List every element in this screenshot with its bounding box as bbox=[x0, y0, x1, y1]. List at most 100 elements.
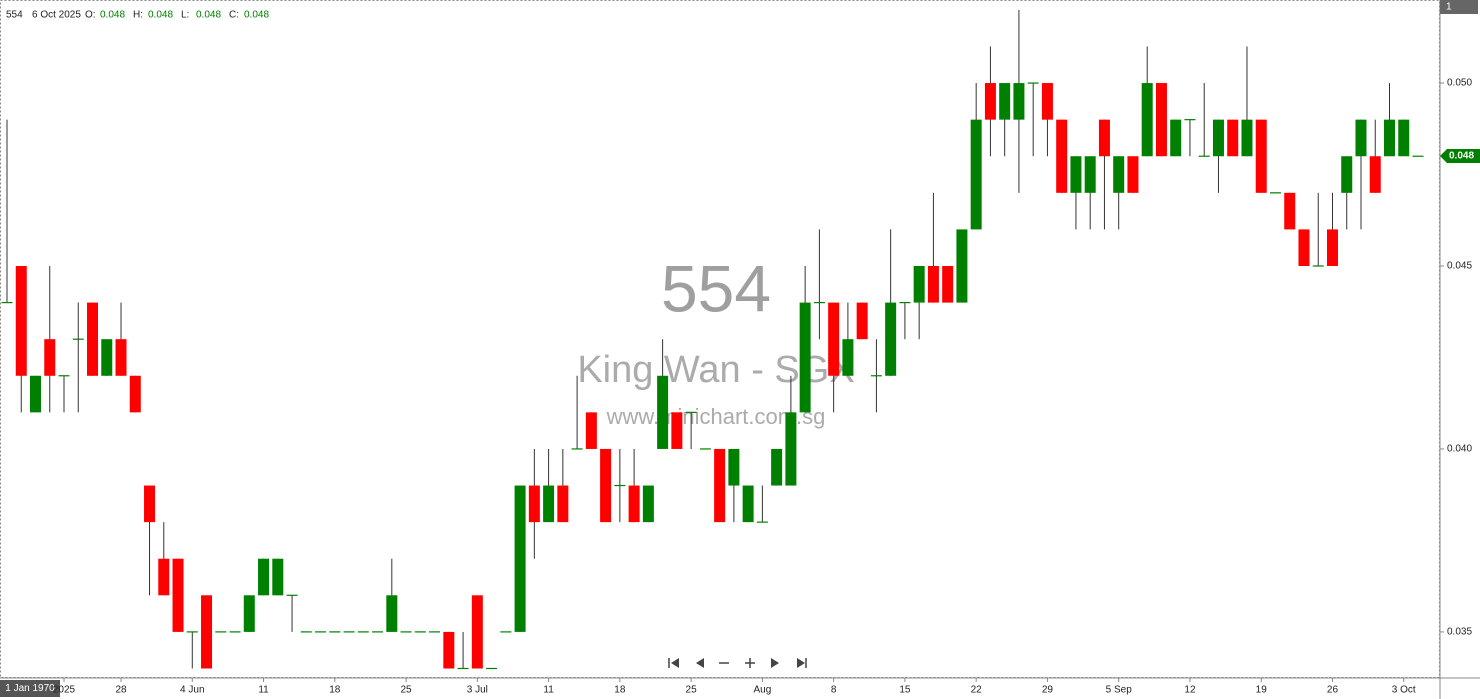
candle-body bbox=[386, 595, 398, 632]
candle-body bbox=[913, 266, 925, 303]
candle-body bbox=[514, 485, 526, 632]
candle-body bbox=[1326, 229, 1338, 267]
candle-body bbox=[1255, 119, 1267, 193]
candle-body bbox=[671, 412, 683, 449]
x-tick-label: 18 bbox=[329, 685, 341, 696]
header-date: 6 Oct 2025 bbox=[32, 10, 81, 21]
candle-body bbox=[87, 302, 99, 376]
x-tick-label: 15 bbox=[899, 685, 911, 696]
header-field-value: 0.048 bbox=[148, 10, 173, 21]
header-field-label: O: bbox=[85, 10, 96, 21]
x-tick-label: 5 Sep bbox=[1106, 685, 1133, 696]
candle-body bbox=[956, 229, 968, 303]
x-tick-label: 26 bbox=[1327, 685, 1339, 696]
candle-body bbox=[885, 302, 897, 376]
last-price-label: 0.048 bbox=[1449, 151, 1474, 162]
x-tick-label: 11 bbox=[258, 685, 269, 696]
candle-body bbox=[785, 412, 797, 486]
candle-body bbox=[129, 375, 141, 413]
y-tick-label: 0.050 bbox=[1447, 78, 1472, 89]
candle-body bbox=[1056, 119, 1068, 193]
candle-body bbox=[471, 595, 483, 669]
x-tick-label: 28 bbox=[115, 685, 127, 696]
candle-body bbox=[543, 485, 555, 523]
candle-body bbox=[528, 485, 540, 523]
candle-body bbox=[158, 558, 170, 596]
candle-body bbox=[799, 302, 811, 413]
candle-body bbox=[842, 339, 854, 376]
x-tick-label: 8 bbox=[831, 685, 837, 696]
candle-body bbox=[970, 119, 982, 230]
x-tick-label: 3 Oct bbox=[1392, 685, 1416, 696]
candle-body bbox=[1113, 156, 1125, 193]
candle-body bbox=[172, 558, 184, 632]
candle-body bbox=[1141, 83, 1153, 157]
candle-body bbox=[115, 339, 127, 376]
candle-body bbox=[1041, 83, 1053, 120]
nav-zoom-in[interactable] bbox=[745, 658, 755, 668]
candle-body bbox=[15, 266, 27, 376]
header-fields: O: 0.048 H: 0.048 L: 0.048 C: 0.048 bbox=[85, 10, 269, 21]
candle-body bbox=[1212, 119, 1224, 157]
x-tick-label: 25 bbox=[401, 685, 413, 696]
nav-last[interactable] bbox=[797, 658, 807, 668]
candle-body bbox=[272, 558, 284, 596]
candle-body bbox=[728, 448, 740, 486]
header-field-label: C: bbox=[229, 10, 239, 21]
watermark-code: 554 bbox=[661, 251, 771, 325]
header-symbol: 554 bbox=[6, 10, 23, 21]
candle-body bbox=[44, 339, 56, 376]
candle-body bbox=[600, 448, 612, 523]
candle-body bbox=[714, 448, 726, 523]
x-tick-label: 22 bbox=[971, 685, 983, 696]
y-tick-label: 0.035 bbox=[1447, 627, 1472, 638]
candle-body bbox=[1070, 156, 1082, 193]
y-tick-label: 0.040 bbox=[1447, 444, 1472, 455]
candle-body bbox=[1355, 119, 1367, 157]
candle-body bbox=[101, 339, 113, 376]
scale-box-label: 1 bbox=[1446, 2, 1452, 13]
x-tick-label: 18 bbox=[614, 685, 626, 696]
candle-body bbox=[258, 558, 270, 596]
x-tick-label: 29 bbox=[1042, 685, 1054, 696]
x-tick-label: 2025 bbox=[53, 685, 76, 696]
last-price-tag bbox=[1440, 149, 1480, 163]
header-field-label: L: bbox=[181, 10, 189, 21]
candle-body bbox=[856, 302, 868, 340]
crosshair-date-box bbox=[0, 680, 60, 697]
candle-body bbox=[1227, 119, 1239, 157]
nav-next[interactable] bbox=[771, 658, 779, 668]
x-tick-label: 12 bbox=[1184, 685, 1196, 696]
candle-body bbox=[1284, 192, 1296, 230]
candle-body bbox=[942, 266, 954, 303]
candle-body bbox=[657, 375, 669, 449]
header-field-value: 0.048 bbox=[244, 10, 269, 21]
candle-body bbox=[243, 595, 255, 632]
header-field-label: H: bbox=[133, 10, 143, 21]
x-tick-label: 11 bbox=[543, 685, 554, 696]
candle-body bbox=[30, 375, 42, 413]
nav-buttons bbox=[668, 658, 807, 668]
candle-body bbox=[642, 485, 654, 523]
y-tick-label: 0.045 bbox=[1447, 261, 1472, 272]
candle-body bbox=[771, 448, 783, 486]
scale-box[interactable] bbox=[1440, 0, 1478, 14]
candle-body bbox=[201, 595, 213, 669]
candle-body bbox=[443, 631, 455, 669]
candle-body bbox=[144, 485, 156, 523]
candle-body bbox=[742, 485, 754, 523]
candle-body bbox=[1298, 229, 1310, 267]
candle-body bbox=[828, 302, 840, 376]
candle-body bbox=[585, 412, 597, 449]
candle-body bbox=[999, 83, 1011, 120]
x-tick-label: 4 Jun bbox=[180, 685, 204, 696]
nav-prev[interactable] bbox=[696, 658, 704, 668]
x-tick-label: 3 Jul bbox=[467, 685, 488, 696]
candle-body bbox=[1013, 83, 1025, 120]
watermark-name: King Wan - SGX bbox=[577, 349, 854, 391]
nav-first[interactable] bbox=[668, 658, 679, 668]
candle-body bbox=[557, 485, 569, 523]
crosshair-date: 1 Jan 1970 bbox=[5, 683, 55, 694]
candle-body bbox=[1127, 156, 1139, 193]
candle-body bbox=[1084, 156, 1096, 193]
